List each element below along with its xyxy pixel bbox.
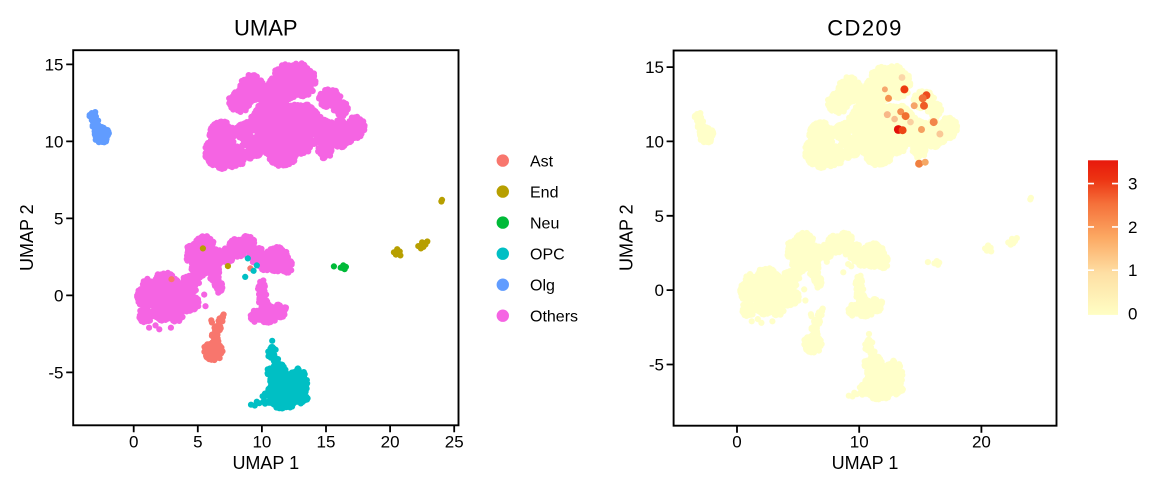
svg-text:10: 10: [850, 433, 869, 452]
svg-text:OPC: OPC: [530, 246, 565, 263]
svg-text:15: 15: [45, 55, 64, 74]
svg-text:15: 15: [645, 58, 664, 77]
svg-text:5: 5: [655, 207, 664, 226]
svg-text:0: 0: [54, 286, 63, 305]
svg-text:0: 0: [655, 281, 664, 300]
svg-text:-5: -5: [649, 356, 664, 375]
svg-text:3: 3: [1128, 175, 1137, 194]
svg-text:UMAP 1: UMAP 1: [832, 453, 899, 473]
svg-text:0: 0: [1128, 305, 1137, 324]
svg-text:20: 20: [381, 433, 400, 452]
svg-text:UMAP 1: UMAP 1: [232, 453, 299, 473]
svg-text:10: 10: [645, 132, 664, 151]
svg-text:0: 0: [129, 433, 138, 452]
svg-text:UMAP 2: UMAP 2: [617, 204, 637, 271]
svg-text:20: 20: [972, 433, 991, 452]
svg-text:UMAP: UMAP: [234, 16, 298, 41]
svg-text:15: 15: [317, 433, 336, 452]
svg-text:1: 1: [1128, 261, 1137, 280]
svg-text:10: 10: [252, 433, 271, 452]
svg-text:Ast: Ast: [530, 153, 554, 170]
svg-text:Neu: Neu: [530, 215, 559, 232]
svg-text:10: 10: [45, 132, 64, 151]
svg-text:End: End: [530, 184, 558, 201]
svg-text:Olg: Olg: [530, 277, 555, 294]
svg-text:2: 2: [1128, 218, 1137, 237]
svg-text:-5: -5: [48, 363, 63, 382]
svg-text:25: 25: [445, 433, 464, 452]
svg-text:5: 5: [54, 209, 63, 228]
svg-text:CD209: CD209: [827, 16, 902, 41]
svg-text:5: 5: [193, 433, 202, 452]
svg-text:0: 0: [732, 433, 741, 452]
svg-text:UMAP 2: UMAP 2: [17, 204, 37, 271]
svg-text:Others: Others: [530, 308, 578, 325]
